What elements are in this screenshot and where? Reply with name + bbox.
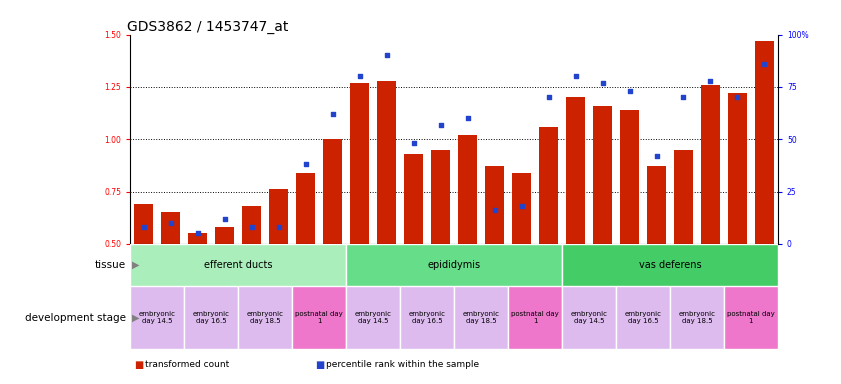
Point (272, 224, 285, 230)
Point (515, 203, 528, 209)
Bar (508, 286, 562, 349)
Bar (616, 286, 670, 349)
Point (731, 94, 744, 101)
Bar (215, 227, 235, 244)
Text: embryonic
day 14.5: embryonic day 14.5 (570, 311, 607, 324)
Bar (620, 110, 639, 244)
Text: epididymis: epididymis (427, 260, 481, 270)
Text: embryonic
day 16.5: embryonic day 16.5 (625, 311, 662, 324)
Bar (454, 286, 508, 349)
Text: embryonic
day 16.5: embryonic day 16.5 (193, 311, 230, 324)
Bar (647, 166, 666, 244)
Bar (269, 189, 288, 244)
Bar (566, 98, 585, 244)
Bar (135, 204, 153, 244)
Point (218, 216, 231, 222)
Point (461, 115, 474, 121)
Text: ▶: ▶ (132, 313, 140, 323)
Bar (485, 166, 504, 244)
Text: embryonic
day 14.5: embryonic day 14.5 (355, 311, 392, 324)
Bar (431, 150, 450, 244)
Point (569, 73, 582, 79)
Bar (670, 286, 724, 349)
Text: tissue: tissue (95, 260, 126, 270)
Bar (350, 83, 369, 244)
Bar (323, 139, 342, 244)
Bar (562, 286, 616, 349)
Point (488, 207, 501, 214)
Text: postnatal day
1: postnatal day 1 (727, 311, 775, 324)
Text: ■: ■ (315, 360, 325, 370)
Text: percentile rank within the sample: percentile rank within the sample (326, 360, 479, 369)
Bar (296, 173, 315, 244)
Bar (378, 81, 396, 244)
Bar (593, 106, 612, 244)
Point (299, 161, 313, 167)
Bar (346, 244, 562, 286)
Point (137, 224, 151, 230)
Bar (405, 154, 423, 244)
Text: postnatal day
1: postnatal day 1 (511, 311, 559, 324)
Bar (293, 286, 346, 349)
Bar (188, 233, 207, 244)
Text: postnatal day
1: postnatal day 1 (295, 311, 343, 324)
Text: ■: ■ (135, 360, 144, 370)
Point (380, 53, 394, 59)
Text: embryonic
day 18.5: embryonic day 18.5 (679, 311, 716, 324)
Bar (512, 173, 531, 244)
Bar (562, 244, 778, 286)
Text: vas deferens: vas deferens (638, 260, 701, 270)
Bar (346, 286, 400, 349)
Text: transformed count: transformed count (145, 360, 230, 369)
Point (164, 220, 177, 226)
Bar (458, 135, 477, 244)
Bar (400, 286, 454, 349)
Text: embryonic
day 18.5: embryonic day 18.5 (246, 311, 283, 324)
Text: embryonic
day 16.5: embryonic day 16.5 (409, 311, 446, 324)
Point (245, 224, 258, 230)
Bar (184, 286, 238, 349)
Point (623, 88, 637, 94)
Text: embryonic
day 18.5: embryonic day 18.5 (463, 311, 500, 324)
Bar (161, 212, 180, 244)
Point (407, 140, 420, 146)
Bar (728, 93, 747, 244)
Point (758, 61, 771, 67)
Text: development stage: development stage (25, 313, 126, 323)
Point (434, 121, 447, 127)
Bar (130, 286, 184, 349)
Bar (238, 286, 293, 349)
Point (704, 78, 717, 84)
Point (191, 230, 204, 237)
Point (595, 79, 609, 86)
Point (326, 111, 340, 117)
Text: efferent ducts: efferent ducts (204, 260, 272, 270)
Bar (674, 150, 693, 244)
Point (353, 73, 367, 79)
Bar (701, 85, 720, 244)
Bar (130, 244, 346, 286)
Text: ▶: ▶ (132, 260, 140, 270)
Point (542, 94, 555, 101)
Bar (755, 41, 774, 244)
Point (650, 153, 664, 159)
Bar (539, 127, 558, 244)
Point (677, 94, 690, 101)
Text: embryonic
day 14.5: embryonic day 14.5 (139, 311, 176, 324)
Bar (724, 286, 778, 349)
Bar (242, 206, 262, 244)
Text: GDS3862 / 1453747_at: GDS3862 / 1453747_at (127, 20, 288, 33)
